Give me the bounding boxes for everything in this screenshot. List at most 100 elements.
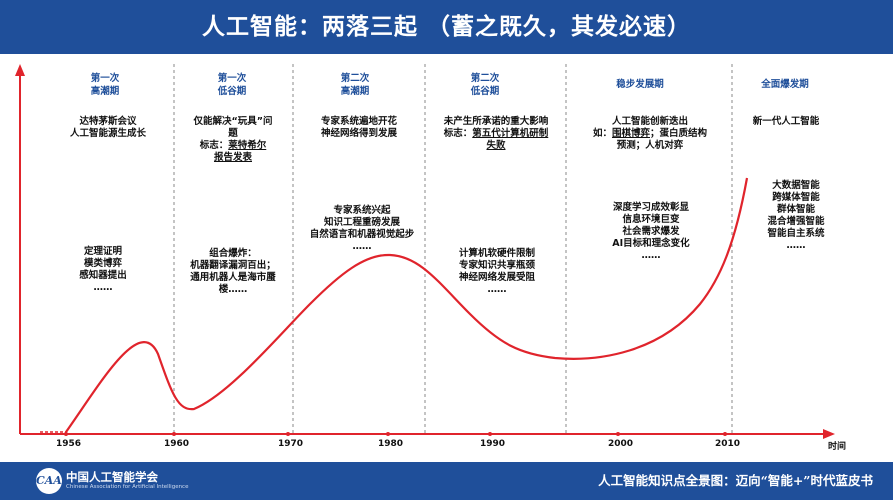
phase-label-3: 第二次 高潮期 [305,72,405,98]
phase-label-1: 第一次 高潮期 [55,72,155,98]
event-6-top: 新一代人工智能 [736,116,836,128]
event-2-top-prefix: 标志： [199,140,229,151]
event-3-top-line: 神经网络得到发展 [320,128,397,139]
event-6-bottom-line: 混合增强智能 [767,216,825,227]
event-5-top: 人工智能创新迭出 如：围棋博弈；蛋白质结构 预测；人机对弈 [570,116,730,152]
phase-label-1-line2: 高潮期 [90,86,120,97]
event-2-bottom-line: 通用机器人是海市蜃 [190,272,276,283]
x-axis-label: 时间 [828,442,847,452]
event-4-top-underlined: 第五代计算机研制 [472,128,549,139]
event-5-bottom-line: …… [641,250,661,261]
event-5-bottom-line: 深度学习成效彰显 [612,202,689,213]
event-5-top-suffix: ；蛋白质结构 [650,128,708,139]
tick-label-1980: 1980 [378,439,404,449]
tick-mark-2010 [723,432,727,436]
event-4-top: 未产生所承诺的重大影响 标志：第五代计算机研制 失败 [428,116,564,152]
event-4-top-line: 标志：第五代计算机研制 [428,128,564,140]
phase-label-6-line1: 全面爆发期 [761,79,809,90]
phase-label-3-line2: 高潮期 [340,86,370,97]
event-5-top-line: 人工智能创新迭出 [611,116,688,127]
event-6-bottom-line: 大数据智能 [772,180,820,191]
event-1-top: 达特茅斯会议 人工智能源生成长 [48,116,168,140]
event-3-top-line: 专家系统遍地开花 [320,116,397,127]
event-6-bottom-line: 跨媒体智能 [772,192,820,203]
phase-label-1-line1: 第一次 [90,73,120,84]
event-1-bottom: 定理证明 模类博弈 感知器提出 …… [48,246,158,294]
page-title: 人工智能：两落三起 （蓄之既久，其发必速） [201,14,691,40]
event-4-bottom: 计算机软硬件限制 专家知识共享瓶颈 神经网络发展受阻 …… [430,248,564,296]
tick-mark-1960 [172,432,176,436]
phase-label-3-line1: 第二次 [340,73,370,84]
event-4-bottom-line: 计算机软硬件限制 [458,248,535,259]
tick-mark-2000 [616,432,620,436]
phase-label-4-line2: 低谷期 [470,86,500,97]
event-3-top: 专家系统遍地开花 神经网络得到发展 [296,116,422,140]
event-6-bottom-line: 群体智能 [776,204,815,215]
phase-label-5-line1: 稳步发展期 [616,79,664,90]
event-1-bottom-line: …… [93,282,113,293]
event-5-top-line: 如：围棋博弈；蛋白质结构 [570,128,730,140]
timeline-diagram [15,64,835,439]
development-curve [65,177,749,433]
event-4-top-line: 失败 [486,140,506,151]
event-4-top-line: 未产生所承诺的重大影响 [443,116,549,127]
tick-label-1970: 1970 [278,439,304,449]
tick-label-2000: 2000 [608,439,634,449]
org-name-english: Chinese Association for Artificial Intel… [66,484,189,490]
event-2-bottom-line: 组合爆炸： [209,248,257,259]
event-5-top-underlined: 围棋博弈 [611,128,650,139]
phase-label-4: 第二次 低谷期 [435,72,535,98]
event-5-bottom-line: 信息环境巨变 [622,214,680,225]
phase-label-2-line2: 低谷期 [217,86,247,97]
caai-logo: CAAI [36,468,67,494]
event-2-top-line: 题 [228,128,238,139]
event-2-top-line: 仅能解决“玩具”问 [193,116,273,127]
phase-label-4-line1: 第二次 [470,73,500,84]
tick-marks [64,432,727,436]
event-3-bottom-line: …… [352,241,372,252]
event-5-bottom-line: 社会需求爆发 [622,226,680,237]
event-2-bottom: 组合爆炸： 机器翻译漏洞百出； 通用机器人是海市蜃 楼…… [176,248,290,296]
event-2-top: 仅能解决“玩具”问 题 标志：莱特希尔 报告发表 [176,116,290,164]
event-4-bottom-line: 神经网络发展受阻 [458,272,535,283]
event-2-top-line: 标志：莱特希尔 [176,140,290,152]
event-1-bottom-line: 模类博弈 [83,258,122,269]
event-1-top-line: 人工智能源生成长 [69,128,146,139]
footer-bar [0,462,893,500]
event-3-bottom-line: 知识工程重磅发展 [323,217,400,228]
event-4-bottom-line: 专家知识共享瓶颈 [458,260,535,271]
event-5-top-prefix: 如： [592,128,612,139]
book-title: 人工智能知识点全景图：迈向“智能+”时代蓝皮书 [598,473,873,488]
event-6-bottom-line: …… [786,240,806,251]
event-2-bottom-line: 楼…… [218,284,248,295]
tick-mark-1956 [64,432,68,436]
event-1-bottom-line: 定理证明 [83,246,122,257]
tick-mark-1990 [488,432,492,436]
event-6-bottom: 大数据智能 跨媒体智能 群体智能 混合增强智能 智能自主系统 …… [746,180,846,252]
event-2-bottom-line: 机器翻译漏洞百出； [190,260,276,271]
header-bar [0,0,893,54]
phase-label-6: 全面爆发期 [735,78,835,91]
event-3-bottom-line: 自然语言和机器视觉起步 [309,229,415,240]
tick-mark-1980 [386,432,390,436]
org-name: 中国人工智能学会 [66,470,158,484]
event-4-bottom-line: …… [487,284,507,295]
event-1-bottom-line: 感知器提出 [79,270,127,281]
phase-label-5: 稳步发展期 [590,78,690,91]
event-3-bottom: 专家系统兴起 知识工程重磅发展 自然语言和机器视觉起步 …… [296,205,428,253]
event-5-bottom-line: AI目标和理念变化 [612,238,690,249]
tick-label-1960: 1960 [164,439,190,449]
phase-label-2: 第一次 低谷期 [182,72,282,98]
event-4-top-prefix: 标志： [443,128,473,139]
event-3-bottom-line: 专家系统兴起 [333,205,391,216]
tick-label-1990: 1990 [480,439,506,449]
phase-label-2-line1: 第一次 [217,73,247,84]
event-2-top-line: 报告发表 [213,152,252,163]
tick-mark-1970 [286,432,290,436]
tick-label-1956: 1956 [56,439,82,449]
y-axis-arrow [15,64,25,76]
event-2-top-underlined: 莱特希尔 [228,140,267,151]
x-axis-arrow [823,429,835,439]
event-6-bottom-line: 智能自主系统 [767,228,825,239]
tick-label-2010: 2010 [715,439,741,449]
